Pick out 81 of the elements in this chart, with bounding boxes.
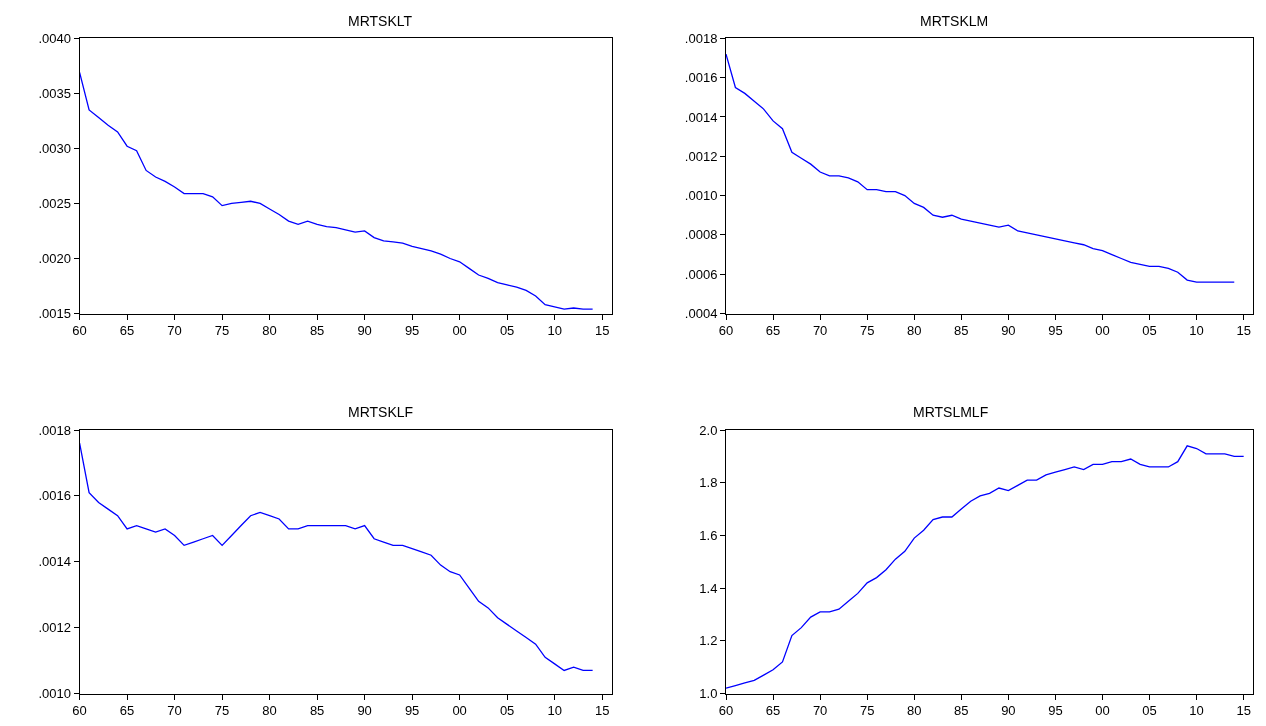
y-tick-label: .0040 <box>38 30 71 46</box>
line-series <box>726 445 1245 689</box>
line-series <box>79 71 594 310</box>
y-tick-label: .0014 <box>38 554 71 570</box>
x-tick-label: 00 <box>452 323 467 339</box>
x-tick-label: 95 <box>404 323 420 339</box>
x-tick-label: 05 <box>1142 323 1157 339</box>
y-tick-label: 1.6 <box>699 528 718 543</box>
x-tick-label: 70 <box>812 703 828 719</box>
y-tick-label: .0018 <box>38 422 71 438</box>
x-tick-label: 65 <box>765 323 781 339</box>
chart-title: MRTSKLM <box>920 13 989 29</box>
x-tick-label: 80 <box>262 703 277 719</box>
x-tick-label: 95 <box>1048 703 1063 719</box>
x-tick-label: 75 <box>859 323 875 339</box>
y-tick-label: .0020 <box>38 251 71 267</box>
y-tick-label: .0006 <box>684 266 718 282</box>
x-tick-label: 60 <box>718 703 734 719</box>
x-tick-label: 70 <box>167 703 182 719</box>
line-series <box>726 53 1235 283</box>
x-tick-label: 00 <box>452 703 467 719</box>
y-tick-label: .0016 <box>684 70 718 86</box>
y-tick-label: .0016 <box>38 488 71 504</box>
x-tick-label: 05 <box>499 323 515 339</box>
x-tick-label: 80 <box>907 323 922 339</box>
x-tick-label: 60 <box>718 323 734 339</box>
x-tick-label: 65 <box>765 703 781 719</box>
y-tick-label: .0030 <box>38 140 71 156</box>
x-tick-label: 00 <box>1095 703 1110 719</box>
y-tick-label: .0035 <box>38 85 71 101</box>
y-tick-label: 1.0 <box>699 686 718 702</box>
x-tick-label: 10 <box>547 323 562 339</box>
y-tick-label: 2.0 <box>699 422 718 438</box>
y-tick-label: 1.8 <box>699 475 718 491</box>
line-series <box>79 442 594 672</box>
x-tick-label: 05 <box>499 703 515 719</box>
x-tick-label: 70 <box>812 323 828 339</box>
y-tick-label: .0012 <box>684 148 718 164</box>
x-tick-label: 10 <box>1189 323 1204 339</box>
x-tick-label: 90 <box>1001 323 1016 339</box>
x-tick-label: 60 <box>72 323 87 339</box>
x-tick-label: 75 <box>214 703 230 719</box>
x-tick-label: 65 <box>119 703 135 719</box>
x-tick-label: 85 <box>309 703 325 719</box>
x-tick-label: 15 <box>1236 703 1251 719</box>
x-tick-label: 85 <box>309 323 325 339</box>
y-tick-label: .0018 <box>684 30 718 46</box>
x-tick-label: 90 <box>357 323 372 339</box>
x-tick-label: 15 <box>594 323 610 339</box>
x-tick-label: 95 <box>1048 323 1063 339</box>
y-tick-label: .0012 <box>38 620 71 636</box>
x-tick-label: 75 <box>214 323 230 339</box>
y-tick-label: .0015 <box>38 306 71 322</box>
x-tick-label: 05 <box>1142 703 1157 719</box>
x-tick-label: 95 <box>404 703 420 719</box>
y-tick-label: .0025 <box>38 196 71 212</box>
x-tick-label: 10 <box>1189 703 1204 719</box>
y-tick-label: .0008 <box>684 227 718 243</box>
chart-title: MRTSLMLF <box>913 404 989 420</box>
x-tick-label: 85 <box>954 703 969 719</box>
y-tick-label: .0004 <box>684 306 718 322</box>
y-tick-label: .0014 <box>684 109 718 125</box>
x-tick-label: 75 <box>859 703 875 719</box>
x-tick-label: 15 <box>594 703 610 719</box>
x-tick-label: 80 <box>262 323 277 339</box>
x-tick-label: 85 <box>954 323 969 339</box>
x-tick-label: 70 <box>167 323 182 339</box>
y-tick-label: .0010 <box>38 686 71 702</box>
x-tick-label: 80 <box>907 703 922 719</box>
chart-title: MRTSKLF <box>348 404 414 420</box>
x-tick-label: 00 <box>1095 323 1110 339</box>
x-tick-label: 60 <box>72 703 87 719</box>
chart-title: MRTSKLT <box>348 13 413 29</box>
y-tick-label: .0010 <box>684 188 718 204</box>
x-tick-label: 15 <box>1236 323 1251 339</box>
y-tick-label: 1.4 <box>699 580 718 596</box>
x-tick-label: 10 <box>547 703 562 719</box>
x-tick-label: 65 <box>119 323 135 339</box>
y-tick-label: 1.2 <box>699 633 718 649</box>
x-tick-label: 90 <box>1001 703 1016 719</box>
x-tick-label: 90 <box>357 703 372 719</box>
